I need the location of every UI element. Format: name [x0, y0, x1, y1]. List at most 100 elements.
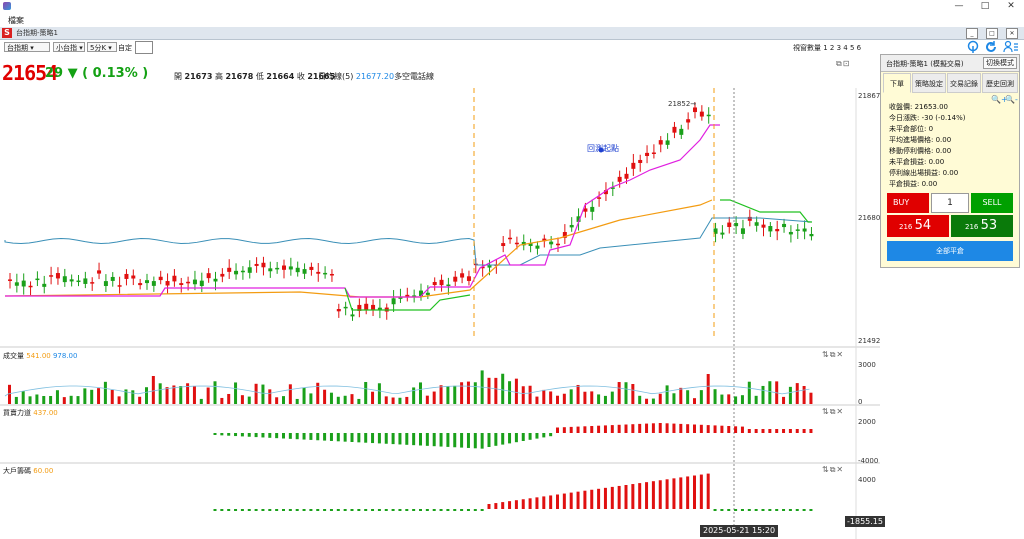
doc-close-button[interactable]: ✕	[1006, 28, 1018, 39]
ma-readout: 日均線(5) 21677.20多空電話線	[318, 71, 434, 82]
main-pane-tools[interactable]: ⧉⊡	[836, 59, 851, 68]
interval-select-value: 5分K	[90, 44, 107, 52]
volume-bar	[809, 392, 813, 404]
volume-bar	[350, 394, 354, 404]
volume-bar	[103, 381, 107, 404]
zoom-out-icon[interactable]: 🔍-	[1005, 95, 1018, 104]
big-holder-bar	[261, 509, 265, 511]
candle-body	[439, 279, 444, 286]
candle-body	[508, 237, 513, 240]
close-button[interactable]: ✕	[1007, 1, 1015, 11]
ask-price-button[interactable]: 216 53	[951, 215, 1013, 237]
trade-panel-title: 台指期-策略1 (模擬交易)	[886, 60, 964, 68]
volume-bar	[275, 397, 279, 404]
candle-body	[76, 280, 81, 283]
candle-body	[610, 187, 615, 189]
volume-bar	[576, 384, 580, 404]
candle-body	[377, 307, 382, 310]
candle-body	[460, 273, 465, 278]
power-bar	[617, 424, 621, 433]
power-bar	[377, 433, 381, 444]
window-count-selector[interactable]: 視窗數量 1 2 3 4 5 6	[793, 44, 862, 52]
candle-body	[364, 303, 369, 310]
power-pane-tools[interactable]: ⇅⧉✕	[822, 407, 845, 416]
signal-icon[interactable]	[966, 40, 980, 54]
doc-restore-button[interactable]: □	[986, 28, 998, 39]
candle-body	[220, 273, 225, 277]
buy-button[interactable]: BUY	[887, 193, 929, 213]
big-holder-bar	[377, 509, 381, 511]
ma-line	[4, 199, 713, 298]
tab-order[interactable]: 下單	[883, 73, 911, 93]
big-pane-tools[interactable]: ⇅⧉✕	[822, 465, 845, 474]
document-title: 台指期-策略1	[16, 29, 58, 37]
menu-file[interactable]: 檔案	[8, 16, 24, 25]
big-holder-bar	[699, 474, 703, 509]
ask-prefix: 216	[965, 223, 979, 231]
big-holder-bar	[679, 477, 683, 509]
power-bar	[316, 433, 320, 441]
big-holder-bar	[282, 509, 285, 511]
bid-price-button[interactable]: 216 54	[887, 215, 949, 237]
refresh-icon[interactable]	[984, 40, 998, 54]
doc-minimize-button[interactable]: _	[966, 28, 978, 39]
interval-select[interactable]: 5分K ▾	[87, 42, 117, 52]
big-value: 60.00	[33, 467, 54, 475]
big-holder-bar	[754, 509, 758, 511]
volume-bar	[302, 387, 306, 404]
volume-bar	[384, 396, 388, 404]
power-bar	[727, 426, 731, 433]
symbol-select[interactable]: 台指期 ▾	[4, 42, 50, 52]
candle-body	[83, 278, 88, 284]
close-label: 收	[296, 72, 305, 81]
minimize-button[interactable]: —	[954, 1, 964, 11]
volume-bar	[186, 383, 190, 404]
volume-bar	[206, 387, 210, 404]
candle-body	[329, 273, 334, 276]
power-bar	[768, 429, 772, 433]
tab-backtest[interactable]: 歷史回測	[982, 73, 1018, 93]
volume-bar	[55, 390, 59, 404]
candle-body	[55, 273, 60, 279]
volume-pane-tools[interactable]: ⇅⧉✕	[822, 350, 845, 359]
candle-body	[466, 276, 471, 281]
volume-bar	[631, 384, 635, 404]
volume-bar	[62, 397, 66, 404]
switch-mode-button[interactable]: 切換模式	[983, 57, 1017, 69]
bid-price: 54	[914, 218, 932, 233]
price-axis-mid: 21680	[858, 214, 881, 222]
menu-bar: 檔案	[0, 13, 1024, 27]
quantity-input[interactable]: 1	[931, 193, 969, 213]
candle-body	[672, 126, 677, 133]
volume-bar	[720, 394, 724, 404]
low-value: 21664	[266, 72, 295, 81]
chart-canvas[interactable]	[0, 88, 880, 539]
contract-select[interactable]: 小台指 ▾	[53, 42, 85, 52]
maximize-button[interactable]: □	[980, 1, 990, 11]
band-line	[4, 217, 813, 266]
sell-button[interactable]: SELL	[971, 193, 1013, 213]
volume-bar	[76, 396, 80, 404]
big-holder-bar	[775, 509, 779, 511]
power-bar	[364, 433, 368, 443]
power-bar	[439, 433, 443, 447]
power-bar	[227, 433, 231, 436]
candle-body	[28, 285, 33, 288]
tab-trade-log[interactable]: 交易記錄	[947, 73, 981, 93]
big-holder-bar	[583, 490, 587, 509]
big-holder-bar	[686, 476, 690, 509]
power-bar	[542, 433, 546, 438]
tab-strategy-settings[interactable]: 策略設定	[912, 73, 946, 93]
candle-body	[371, 304, 376, 310]
big-holder-bar	[514, 500, 518, 509]
zoom-in-icon[interactable]: 🔍+	[991, 95, 1008, 104]
app-icon	[3, 2, 11, 10]
volume-ma-line	[4, 385, 810, 397]
candle-body	[569, 224, 574, 228]
candle-body	[405, 294, 410, 298]
candle-body	[261, 262, 266, 268]
custom-interval-input[interactable]	[135, 41, 153, 54]
user-list-icon[interactable]	[1003, 40, 1019, 54]
power-bar	[240, 433, 244, 437]
flatten-all-button[interactable]: 全部平倉	[887, 241, 1013, 261]
